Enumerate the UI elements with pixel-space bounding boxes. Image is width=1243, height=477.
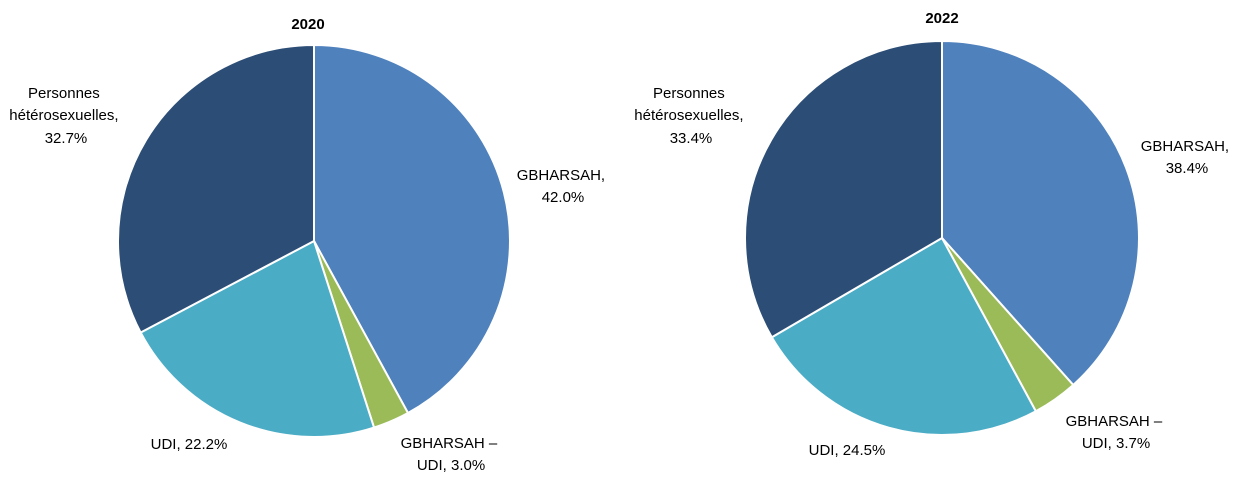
slice-label-gbharsah-udi-2022-line2: UDI, 3.7%	[1082, 435, 1150, 452]
pie-slice-udi-2022	[770, 236, 1038, 436]
slice-label-udi-2020: UDI, 22.2%	[151, 436, 228, 453]
slice-label-heterosexuelles-2020-line1: Personnes	[28, 85, 100, 102]
slice-label-gbharsah-2020-line2: 42.0%	[542, 189, 585, 206]
pie-slices-2022	[744, 39, 1140, 436]
slice-label-gbharsah-2022-line1: GBHARSAH,	[1141, 138, 1229, 155]
pie-slices-2020	[117, 43, 511, 438]
slice-label-heterosexuelles-2020-line2: hétérosexuelles,	[9, 107, 118, 124]
pie-slice-heterosexuelles-2022	[744, 39, 943, 339]
pie-chart-2022: 2022 GBHARSAH, 38.4% GBHARSAH – UDI, 3.7…	[634, 10, 1234, 459]
slice-label-gbharsah-udi-2022-line1: GBHARSAH –	[1066, 413, 1163, 430]
slice-label-heterosexuelles-2022-line2: hétérosexuelles,	[634, 107, 743, 124]
slice-label-heterosexuelles-2022: Personnes hétérosexuelles, 33.4%	[634, 85, 747, 147]
slice-label-heterosexuelles-2022-line1: Personnes	[653, 85, 725, 102]
slice-label-heterosexuelles-2020-line3: 32.7%	[45, 130, 88, 147]
pie-slice-udi-2020	[139, 239, 376, 438]
slice-label-heterosexuelles-2020: Personnes hétérosexuelles, 32.7%	[9, 85, 122, 147]
slice-label-gbharsah-udi-2020-line2: UDI, 3.0%	[417, 457, 485, 474]
chart-title-2020: 2020	[291, 16, 324, 33]
pie-slice-gbharsah-2020	[313, 43, 511, 415]
slice-label-heterosexuelles-2022-line3: 33.4%	[670, 130, 713, 147]
pie-slice-gbharsah-2022	[941, 39, 1140, 387]
pie-chart-2020: 2020 GBHARSAH, 42.0% GBHARSAH – UDI, 3.0…	[9, 16, 610, 474]
slice-label-gbharsah-udi-2020-line1: GBHARSAH –	[401, 435, 498, 452]
slice-label-udi-2022: UDI, 24.5%	[809, 442, 886, 459]
slice-label-gbharsah-2022-line2: 38.4%	[1166, 160, 1209, 177]
slice-label-gbharsah-2022: GBHARSAH, 38.4%	[1141, 138, 1234, 177]
slice-label-gbharsah-udi-2020: GBHARSAH – UDI, 3.0%	[401, 435, 502, 474]
chart-title-2022: 2022	[925, 10, 958, 27]
slice-label-gbharsah-udi-2022: GBHARSAH – UDI, 3.7%	[1066, 413, 1167, 452]
slice-label-udi-2022-line1: UDI, 24.5%	[809, 442, 886, 459]
slice-label-udi-2020-line1: UDI, 22.2%	[151, 436, 228, 453]
slice-label-gbharsah-2020-line1: GBHARSAH,	[517, 167, 605, 184]
pie-slice-heterosexuelles-2020	[117, 43, 315, 334]
slice-label-gbharsah-2020: GBHARSAH, 42.0%	[517, 167, 610, 206]
